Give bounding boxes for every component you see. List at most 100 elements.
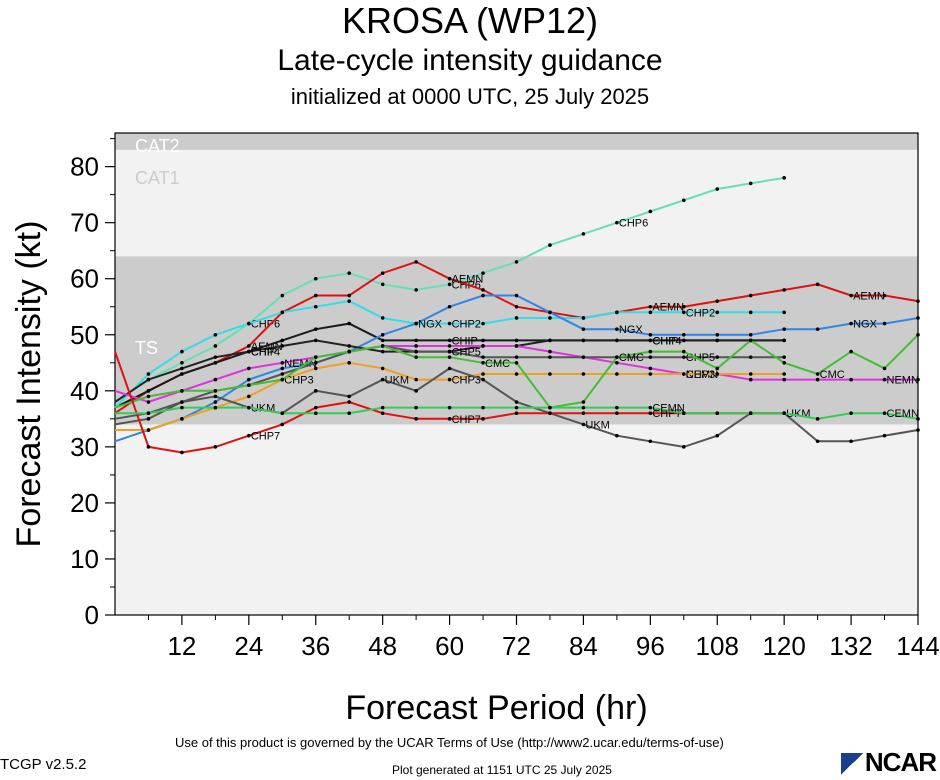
data-point <box>615 405 619 410</box>
series-label: CHP5 <box>452 347 481 359</box>
data-point <box>681 445 686 449</box>
series-chp3: CHP3 CHP3 CHP3 <box>115 360 786 432</box>
data-point <box>514 304 519 309</box>
data-point <box>313 293 318 298</box>
data-point <box>514 338 519 343</box>
series-label: NGX <box>418 319 443 331</box>
data-point <box>681 332 686 337</box>
x-tick-label: 60 <box>435 631 464 661</box>
data-point <box>481 417 485 421</box>
data-point <box>648 372 653 376</box>
data-point <box>916 428 920 432</box>
data-point <box>146 372 151 376</box>
data-point <box>849 411 853 416</box>
series-label: AEMN <box>452 274 484 286</box>
series-label: CHP6 <box>619 218 648 230</box>
data-point <box>581 372 586 376</box>
data-point <box>514 360 519 365</box>
x-tick-label: 132 <box>829 631 872 661</box>
data-point <box>146 377 151 382</box>
data-point <box>146 417 151 421</box>
data-point <box>782 372 786 376</box>
data-point <box>280 310 285 315</box>
data-point <box>815 377 820 382</box>
chart-title: KROSA (WP12) <box>341 0 599 41</box>
data-point <box>681 310 686 315</box>
data-point <box>514 355 519 359</box>
data-point <box>247 405 251 410</box>
data-point <box>514 344 519 348</box>
data-point <box>782 176 786 180</box>
data-point <box>347 394 352 399</box>
y-tick-label: 40 <box>70 376 99 406</box>
data-point <box>748 332 753 337</box>
data-point <box>715 338 720 343</box>
data-point <box>447 417 452 421</box>
data-point <box>748 377 753 382</box>
data-point <box>481 288 485 292</box>
data-point <box>615 310 619 315</box>
data-point <box>414 349 418 354</box>
data-point <box>648 304 653 309</box>
series-label: CHP2 <box>452 319 481 331</box>
data-point <box>380 377 385 382</box>
data-point <box>782 338 786 343</box>
data-point <box>180 450 184 455</box>
data-point <box>213 355 218 359</box>
data-point <box>414 377 418 382</box>
series-cmc: CMC CMC CMC <box>114 332 920 410</box>
data-point <box>213 405 218 410</box>
data-point <box>347 299 352 303</box>
data-point <box>715 433 720 438</box>
data-point <box>514 411 519 416</box>
x-tick-label: 108 <box>696 631 739 661</box>
data-point <box>347 400 352 404</box>
data-point <box>849 293 853 298</box>
series-cemn: CEMN CEMN <box>115 403 920 421</box>
series-label: CHP7 <box>251 431 280 443</box>
data-point <box>180 349 184 354</box>
data-point <box>882 293 887 298</box>
data-point <box>648 411 653 416</box>
data-point <box>414 405 418 410</box>
data-point <box>882 433 887 438</box>
version-label: TCGP v2.5.2 <box>0 756 87 773</box>
data-point <box>180 366 184 371</box>
data-point <box>782 411 786 416</box>
data-point <box>213 445 218 449</box>
data-point <box>280 360 285 365</box>
data-point <box>514 293 519 298</box>
series-label: CEMN <box>887 408 919 420</box>
data-point <box>916 299 920 303</box>
data-point <box>715 366 720 371</box>
data-point <box>548 310 552 315</box>
band-label-cat2: CAT2 <box>135 136 180 156</box>
data-point <box>615 327 619 331</box>
data-point <box>447 349 452 354</box>
data-point <box>748 411 753 416</box>
data-point <box>447 304 452 309</box>
data-point <box>548 355 552 359</box>
data-point <box>849 377 853 382</box>
data-point <box>447 276 452 281</box>
data-point <box>313 389 318 393</box>
data-point <box>447 282 452 287</box>
data-point <box>748 372 753 376</box>
data-point <box>815 372 820 376</box>
chart-subtitle: Late-cycle intensity guidance <box>277 44 663 77</box>
y-tick-label: 80 <box>70 152 99 182</box>
band-label-cat1: CAT1 <box>135 168 180 188</box>
data-point <box>481 293 485 298</box>
data-point <box>447 355 452 359</box>
ncar-logo-text: NCAR <box>864 747 937 777</box>
series-label: CHP7 <box>452 414 481 426</box>
data-point <box>748 181 753 186</box>
data-point <box>916 332 920 337</box>
data-point <box>447 344 452 348</box>
data-point <box>347 293 352 298</box>
data-point <box>280 344 285 348</box>
data-point <box>815 327 820 331</box>
data-point <box>347 360 352 365</box>
x-tick-label: 36 <box>301 631 330 661</box>
